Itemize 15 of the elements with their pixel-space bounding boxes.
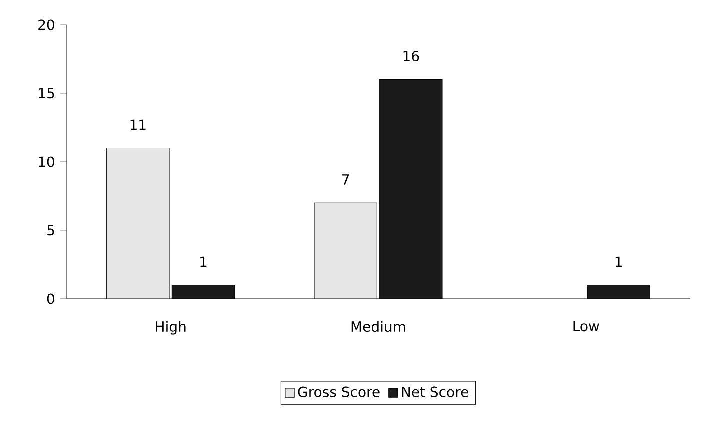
x-tick-label: High — [156, 321, 186, 335]
legend-label: Net Score — [402, 386, 468, 398]
data-label: 11 — [130, 120, 146, 130]
y-tick-label: 5 — [48, 225, 54, 236]
y-tick-label: 15 — [39, 88, 54, 99]
x-tick-label: Medium — [352, 321, 406, 332]
y-tick-label: 10 — [39, 156, 54, 168]
legend-label: Gross Score — [298, 386, 380, 398]
data-label: 1 — [200, 256, 207, 268]
data-label: 1 — [616, 256, 622, 268]
y-tick-label: 20 — [38, 20, 54, 30]
data-label: 7 — [342, 174, 350, 185]
y-tick-label: 0 — [47, 294, 54, 304]
x-tick-label: Low — [574, 321, 600, 332]
data-label: 16 — [404, 50, 420, 62]
